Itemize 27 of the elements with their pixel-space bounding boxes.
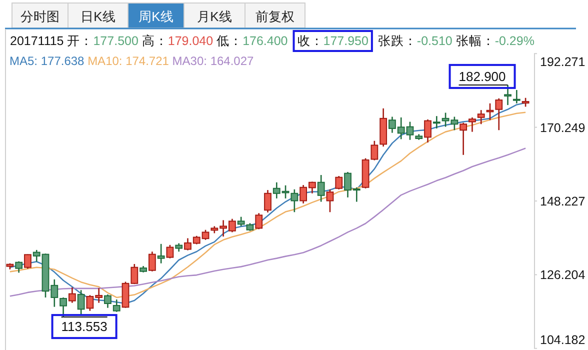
text: 张跌： <box>378 34 417 48</box>
text: -0.29% <box>494 34 534 48</box>
y-tick-label: 170.249 <box>540 120 586 135</box>
y-tick-label: 148.227 <box>540 194 586 208</box>
text: 月K线 <box>197 9 232 24</box>
text: 低： <box>216 34 243 48</box>
text: MA10: 174.721 <box>88 54 172 68</box>
y-tick-label: 104.182 <box>540 332 586 347</box>
text: 前复权 <box>256 9 294 24</box>
text: MA5: 177.638 <box>10 54 88 68</box>
text: 张幅： <box>456 34 495 48</box>
text: -0.510 <box>416 34 456 48</box>
y-tick-label: 126.204 <box>540 268 586 282</box>
text: MA30: 164.027 <box>172 54 254 68</box>
text: 177.500 <box>93 34 142 48</box>
text: 高： <box>142 33 168 48</box>
text: 176.400 <box>242 34 292 48</box>
text: 分时图 <box>20 9 60 24</box>
text: 日K线 <box>80 9 116 24</box>
annotation: 113.553 <box>61 319 108 334</box>
text: 周K线 <box>138 9 174 24</box>
text: 20171115 开： <box>10 34 94 48</box>
text: 收： <box>297 34 324 48</box>
text: 179.040 <box>168 34 217 48</box>
text: 177.950 <box>323 34 372 48</box>
y-tick-label: 192.271 <box>540 55 586 70</box>
annotation: 182.900 <box>458 68 506 84</box>
